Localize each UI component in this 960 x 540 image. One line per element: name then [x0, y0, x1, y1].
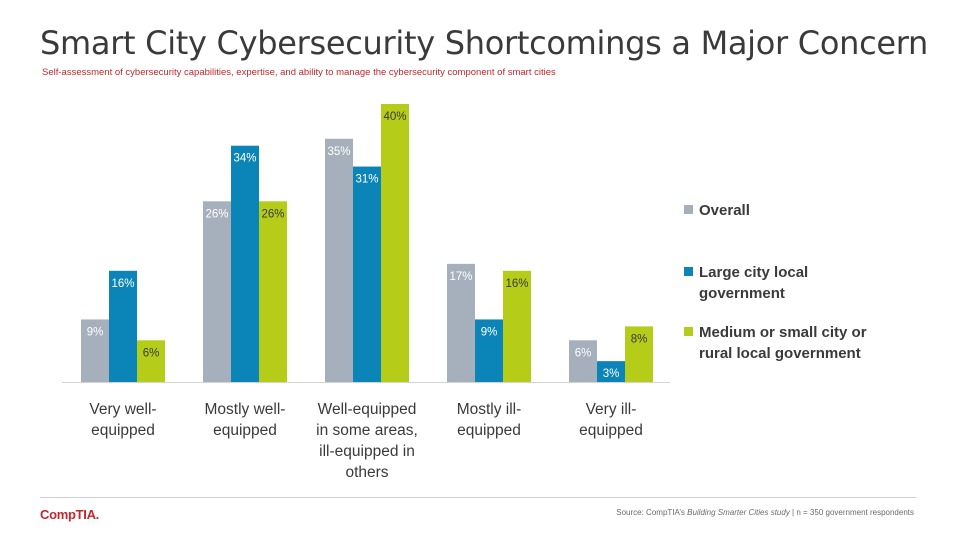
bar-1-2 [203, 201, 231, 382]
bar-2-5 [597, 361, 625, 382]
footer-divider [40, 497, 916, 498]
bar-2-3 [353, 166, 381, 382]
legend-item-2: Large city local government [684, 262, 808, 304]
category-label-3: Well-equipped in some areas, ill-equipped … [316, 401, 418, 481]
comptia-logo: CompTIA. [40, 507, 99, 522]
data-label-3-5: 8% [631, 333, 648, 345]
legend-item-1: Overall [684, 200, 750, 221]
slide-subtitle: Self-assessment of cybersecurity capabil… [42, 67, 556, 78]
source-suffix: | n = 350 government respondents [789, 508, 914, 517]
data-label-1-5: 6% [575, 347, 592, 359]
category-label-1: Very well-equipped [89, 401, 156, 439]
bar-3-5 [625, 326, 653, 382]
bar-2-4 [475, 319, 503, 382]
legend-label-3: Medium or small city or rural local gover… [699, 324, 867, 362]
data-label-1-1: 9% [87, 326, 104, 338]
data-label-2-4: 9% [481, 326, 498, 338]
bar-3-2 [259, 201, 287, 382]
source-note: Source: CompTIA’s Building Smarter Citie… [616, 508, 914, 517]
legend-item-3: Medium or small city or rural local gover… [684, 322, 867, 364]
legend-swatch-1 [684, 205, 693, 214]
legend-label-2: Large city local government [699, 264, 809, 302]
bar-1-3 [325, 138, 353, 382]
legend-swatch-2 [684, 267, 693, 276]
legend-label-1: Overall [699, 202, 750, 219]
data-label-1-3: 35% [327, 146, 350, 158]
data-label-1-2: 26% [205, 208, 228, 220]
bar-1-1 [81, 319, 109, 382]
slide-title: Smart City Cybersecurity Shortcomings a … [40, 24, 929, 62]
data-label-1-4: 17% [449, 271, 472, 283]
bar-3-4 [503, 270, 531, 382]
source-study: Building Smarter Cities study [687, 508, 790, 517]
data-label-2-1: 16% [111, 278, 134, 290]
category-label-5: Very ill-equipped [579, 401, 643, 439]
data-label-2-3: 31% [355, 174, 378, 186]
source-prefix: Source: CompTIA’s [616, 508, 688, 517]
category-label-2: Mostly well-equipped [205, 401, 286, 439]
legend-swatch-3 [684, 327, 693, 336]
category-label-4: Mostly ill-equipped [457, 401, 522, 439]
data-label-3-1: 6% [143, 347, 160, 359]
data-label-3-2: 26% [261, 208, 284, 220]
bar-3-1 [137, 340, 165, 382]
bar-3-3 [381, 104, 409, 382]
data-label-2-2: 34% [233, 153, 256, 165]
data-label-2-5: 3% [603, 368, 620, 380]
data-label-3-3: 40% [383, 111, 406, 123]
bar-1-5 [569, 340, 597, 382]
bar-2-1 [109, 270, 137, 382]
bar-2-2 [231, 145, 259, 382]
data-label-3-4: 16% [505, 278, 528, 290]
bar-1-4 [447, 263, 475, 382]
